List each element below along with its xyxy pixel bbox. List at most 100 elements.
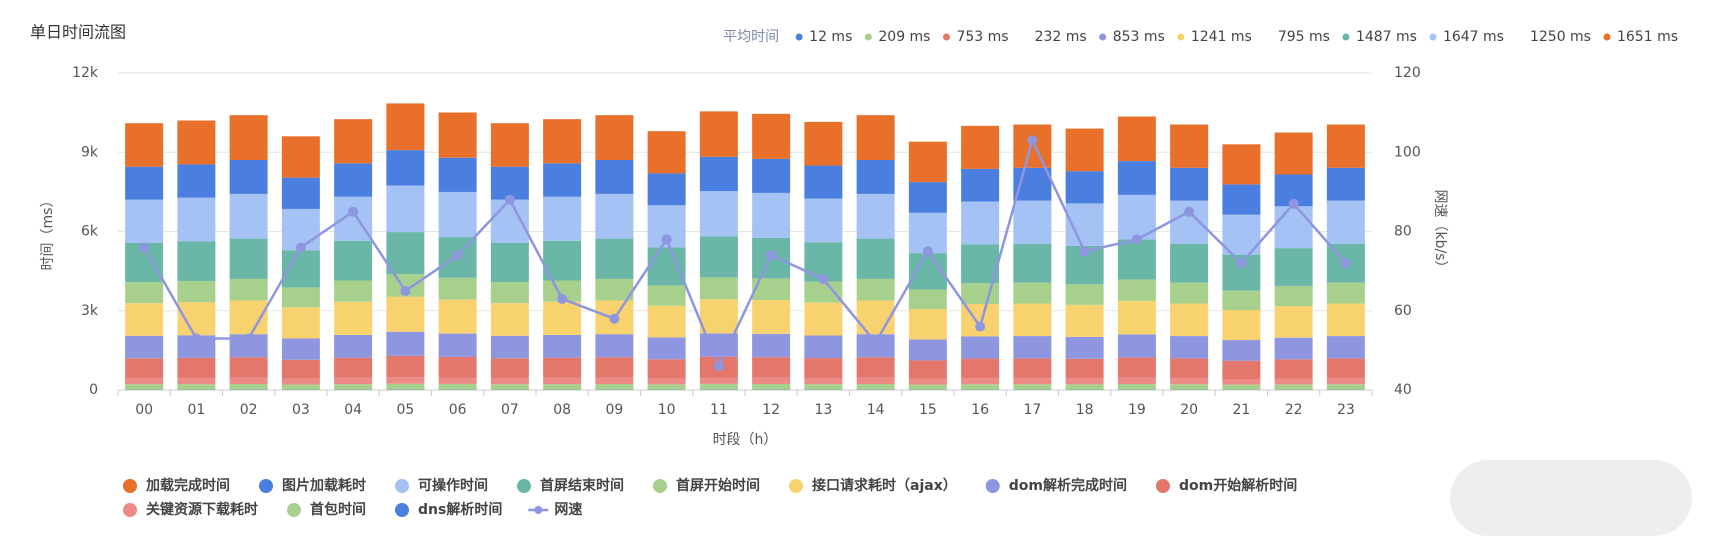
legend-label: 首屏开始时间	[676, 477, 760, 494]
bar-segment	[804, 282, 842, 303]
bar-segment	[857, 378, 895, 384]
bar-segment	[543, 119, 581, 163]
legend-marker	[534, 506, 542, 514]
bar-segment	[1170, 384, 1208, 389]
bar-segment	[1275, 359, 1313, 378]
bar-segment	[1170, 304, 1208, 337]
bar-segment	[961, 283, 999, 304]
bar-segment	[857, 384, 895, 390]
bar-segment	[386, 356, 424, 377]
bar-segment	[543, 384, 581, 390]
average-value: 753 ms	[956, 29, 1008, 45]
bar-segment	[700, 299, 738, 333]
bar-segment	[961, 384, 999, 389]
line-point	[191, 333, 201, 343]
x-tick-label: 08	[553, 402, 571, 418]
bar-segment	[177, 164, 215, 197]
bar-segment	[648, 359, 686, 378]
bar-segment	[230, 160, 268, 194]
bar-segment	[1170, 168, 1208, 201]
bar-segment	[125, 200, 163, 243]
bar-segment	[1170, 283, 1208, 304]
bar-segment	[752, 300, 790, 334]
bar-segment	[1275, 286, 1313, 306]
bar-segment	[1066, 284, 1104, 305]
y-tick-label: 12k	[72, 65, 99, 81]
x-tick-label: 13	[814, 402, 832, 418]
line-point	[1132, 234, 1142, 244]
bar-segment	[491, 243, 529, 282]
y2-tick-label: 120	[1394, 65, 1421, 81]
bar-segment	[334, 335, 372, 358]
bar-segment	[491, 378, 529, 384]
bar-segment	[700, 384, 738, 390]
bar-segment	[543, 378, 581, 384]
bar-segment	[595, 160, 633, 194]
legend-marker	[123, 479, 137, 493]
bar-segment	[386, 377, 424, 384]
bar-segment	[1327, 304, 1365, 337]
line-point	[818, 274, 828, 284]
bar-segment	[334, 281, 372, 302]
bar-segment	[700, 111, 738, 156]
bar-segment	[1222, 361, 1260, 379]
bar-segment	[752, 384, 790, 390]
bar-segment	[177, 242, 215, 282]
legend-label: 可操作时间	[418, 477, 488, 494]
line-point	[1341, 258, 1351, 268]
line-point	[1184, 207, 1194, 217]
line-point	[400, 286, 410, 296]
bar-segment	[700, 236, 738, 277]
bar-segment	[491, 282, 529, 303]
bar-segment	[386, 103, 424, 150]
bar-segment	[1013, 336, 1051, 358]
bar-segment	[334, 197, 372, 241]
bar-segment	[1275, 206, 1313, 248]
bar-segment	[439, 384, 477, 390]
bar-segment	[334, 384, 372, 390]
bar-segment	[334, 358, 372, 378]
line-point	[1236, 258, 1246, 268]
bar-segment	[1327, 378, 1365, 384]
bar-segment	[125, 303, 163, 336]
bar-segment	[909, 340, 947, 361]
bar-segment	[1275, 378, 1313, 384]
bar-segment	[386, 332, 424, 356]
bar-segment	[648, 306, 686, 338]
x-tick-label: 09	[605, 402, 623, 418]
bar-segment	[386, 185, 424, 232]
bar-segment	[752, 334, 790, 357]
legend-marker	[789, 479, 803, 493]
average-value: 795 ms	[1278, 29, 1330, 45]
x-tick-label: 23	[1337, 402, 1355, 418]
bar-segment	[1222, 379, 1260, 385]
bar-segment	[230, 239, 268, 279]
bar-segment	[1275, 384, 1313, 389]
legend-marker	[259, 479, 273, 493]
bar-segment	[648, 247, 686, 285]
bar-segment	[334, 119, 372, 163]
bar-segment	[1118, 384, 1156, 390]
legend-label: dom开始解析时间	[1179, 477, 1297, 494]
bar-segment	[125, 336, 163, 358]
x-tick-label: 02	[240, 402, 258, 418]
bar-segment	[1013, 201, 1051, 244]
bar-segment	[700, 191, 738, 236]
legend-marker	[517, 479, 531, 493]
bar-segment	[491, 200, 529, 243]
x-tick-label: 20	[1180, 402, 1198, 418]
bar-segment	[386, 150, 424, 185]
bar-segment	[595, 194, 633, 239]
y-tick-label: 0	[89, 382, 98, 398]
bar-segment	[1013, 384, 1051, 389]
bar-segment	[1118, 117, 1156, 162]
average-value: 1651 ms	[1617, 29, 1678, 45]
bar-segment	[1013, 125, 1051, 168]
bar-segment	[1275, 306, 1313, 338]
bar-segment	[1327, 125, 1365, 168]
bar-segment	[1066, 305, 1104, 337]
bar-segment	[1066, 129, 1104, 172]
bar-segment	[177, 378, 215, 384]
bar-segment	[282, 307, 320, 338]
bar-segment	[1013, 358, 1051, 378]
